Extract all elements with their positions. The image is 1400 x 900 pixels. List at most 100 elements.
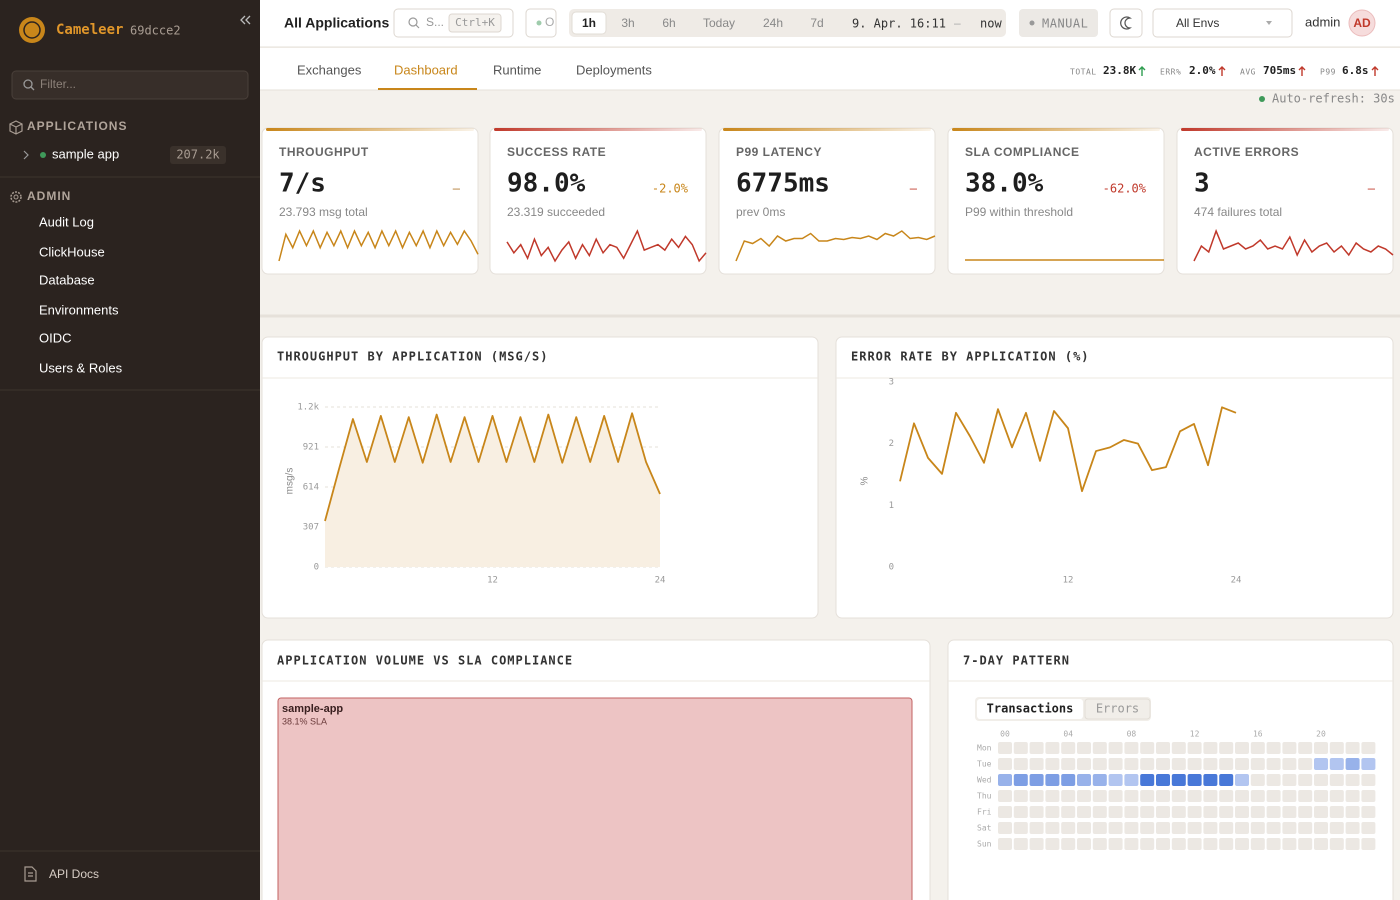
- heatmap-cell: [1124, 742, 1139, 754]
- range-button[interactable]: Today: [703, 16, 735, 30]
- range-button[interactable]: 1h: [582, 16, 596, 30]
- heatmap-cell: [1298, 806, 1313, 818]
- heatmap-cell: [1156, 822, 1170, 834]
- range-button[interactable]: 7d: [810, 16, 823, 30]
- heatmap-cell: [1329, 742, 1344, 754]
- y-tick-label: 3: [889, 378, 894, 388]
- heatmap-cell: [1013, 742, 1028, 754]
- area-fill: [325, 413, 660, 567]
- heatmap-cell: [1361, 806, 1376, 818]
- heatmap-cell: [1298, 774, 1313, 786]
- heatmap-cell: [1266, 822, 1281, 834]
- y-axis-label: %: [860, 476, 871, 485]
- summary-label: AVG: [1240, 68, 1256, 77]
- nav-link[interactable]: API Docs: [49, 867, 99, 881]
- heatmap-cell: [1361, 838, 1376, 850]
- heatmap-cell: [1219, 774, 1234, 786]
- auto-refresh: Auto-refresh: 30s: [1272, 92, 1395, 106]
- kpi-accent: [266, 128, 474, 131]
- nav-link[interactable]: Audit Log: [39, 214, 94, 229]
- shortcut-key: [448, 13, 502, 33]
- status-text: O: [545, 15, 554, 29]
- filter-input[interactable]: [11, 70, 249, 100]
- day-label: Fri: [977, 808, 992, 817]
- tab[interactable]: Exchanges: [297, 62, 362, 77]
- mode-tab-label[interactable]: Transactions: [987, 702, 1074, 716]
- nav-link[interactable]: Environments: [39, 302, 119, 317]
- heatmap-cell: [1140, 742, 1155, 754]
- heatmap-cell: [1187, 758, 1202, 770]
- heatmap-cell: [1140, 790, 1155, 802]
- range-selected: [571, 11, 607, 35]
- heatmap-cell: [1219, 838, 1234, 850]
- nav-link[interactable]: ClickHouse: [39, 244, 105, 259]
- heatmap-cell: [1029, 742, 1044, 754]
- range-button[interactable]: 3h: [621, 16, 634, 30]
- heatmap-cell: [1361, 774, 1376, 786]
- avatar[interactable]: [1348, 9, 1376, 37]
- heatmap-cell: [1282, 742, 1297, 754]
- date-to[interactable]: now: [980, 17, 1002, 31]
- heatmap-cell: [1219, 742, 1234, 754]
- nav-link[interactable]: Users & Roles: [39, 360, 123, 375]
- heatmap-cell: [1108, 806, 1123, 818]
- search-placeholder[interactable]: S...: [426, 15, 444, 29]
- sparkline: [278, 229, 479, 262]
- heatmap-cell: [1045, 822, 1060, 834]
- env-select[interactable]: [1152, 8, 1293, 38]
- sparkline: [735, 230, 936, 262]
- theme-button[interactable]: [1109, 8, 1143, 38]
- range-button[interactable]: 6h: [662, 16, 675, 30]
- tabs-bar: [260, 48, 1400, 90]
- heatmap-cell: [1171, 742, 1186, 754]
- summary-value: 6.8s: [1342, 64, 1369, 77]
- kpi-label: ACTIVE ERRORS: [1194, 145, 1299, 159]
- mode-tab-label[interactable]: Errors: [1096, 702, 1139, 716]
- kpi-subtitle: prev 0ms: [736, 205, 785, 219]
- tab[interactable]: Deployments: [576, 62, 652, 77]
- heatmap-cell: [1013, 838, 1028, 850]
- heatmap-cell: [1171, 822, 1186, 834]
- heatmap-cell: [1156, 790, 1170, 802]
- summary-value: 23.8K: [1103, 64, 1136, 77]
- heatmap-cell: [1235, 790, 1249, 802]
- heatmap-cell: [1250, 838, 1265, 850]
- mode-tab[interactable]: [1084, 698, 1151, 720]
- y-tick-label: 1.2k: [297, 403, 319, 413]
- heatmap-cell: [1250, 758, 1265, 770]
- mode-tab[interactable]: [977, 699, 1083, 719]
- y-tick-label: 307: [303, 523, 319, 533]
- collapse-button[interactable]: [240, 15, 251, 25]
- search-icon: [30, 86, 35, 91]
- date-from[interactable]: 9. Apr. 16:11: [852, 17, 946, 31]
- summary-label: TOTAL: [1070, 68, 1097, 77]
- x-tick-label: 24: [655, 576, 666, 586]
- heatmap-cell: [1077, 774, 1091, 786]
- status-dot: [536, 20, 542, 26]
- heatmap-cell: [1250, 774, 1265, 786]
- kpi-subtitle: P99 within threshold: [965, 205, 1073, 219]
- y-tick-label: 0: [314, 563, 319, 573]
- app-link[interactable]: sample app: [52, 146, 119, 161]
- filter-placeholder[interactable]: Filter...: [40, 77, 76, 91]
- expand-icon[interactable]: [23, 150, 29, 160]
- env-label: All Envs: [1176, 16, 1219, 30]
- mode-button[interactable]: [1019, 9, 1098, 37]
- trend-arrow: [1138, 66, 1146, 76]
- heatmap-cell: [1345, 838, 1360, 850]
- heatmap-cell: [1282, 774, 1297, 786]
- heatmap-cell: [1298, 822, 1313, 834]
- page-title: All Applications: [284, 15, 389, 31]
- range-button[interactable]: 24h: [763, 16, 783, 30]
- heatmap-cell: [1235, 742, 1249, 754]
- heatmap-cell: [1203, 822, 1218, 834]
- nav-link[interactable]: OIDC: [39, 330, 72, 345]
- tab[interactable]: Dashboard: [394, 62, 458, 77]
- tab[interactable]: Runtime: [493, 62, 541, 77]
- heatmap-cell: [1156, 774, 1170, 786]
- heatmap-cell: [1187, 790, 1202, 802]
- nav-link[interactable]: Database: [39, 272, 95, 287]
- heatmap-cell: [1187, 774, 1202, 786]
- treemap-cell[interactable]: [277, 697, 913, 900]
- kpi-accent: [952, 128, 1160, 131]
